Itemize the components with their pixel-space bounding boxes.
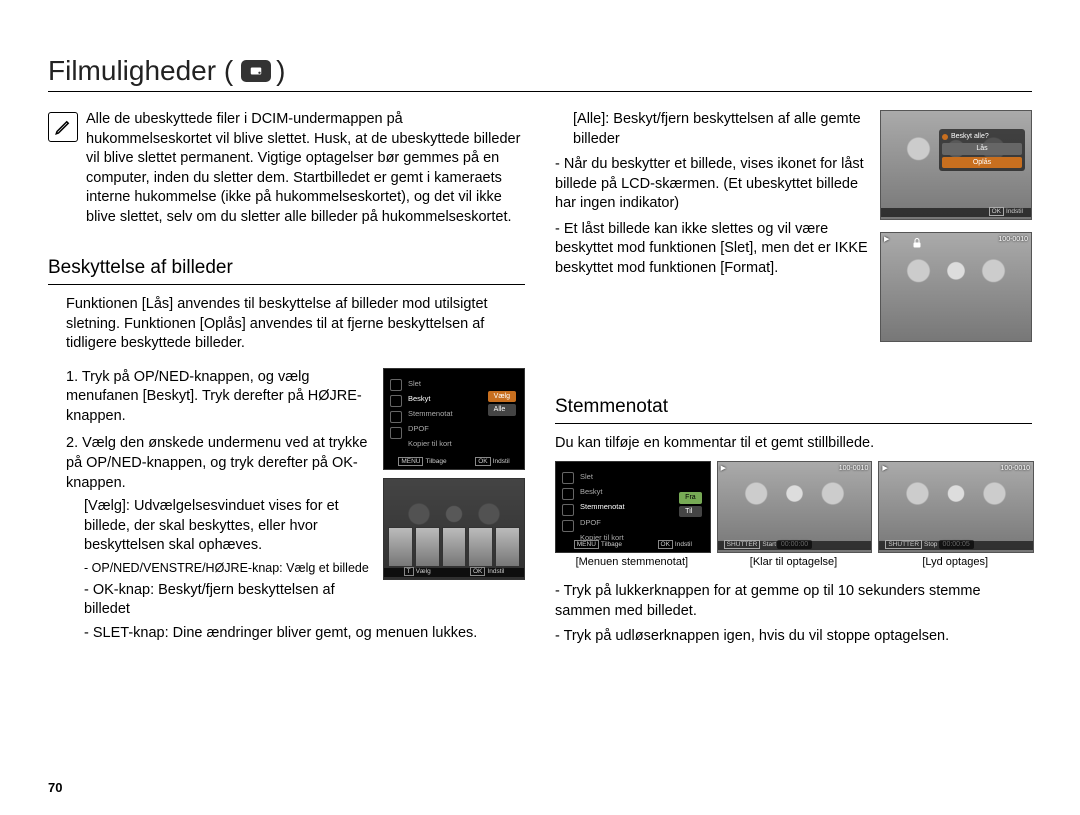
menu-option: Alle [488, 404, 516, 415]
menu-option: Fra [679, 492, 702, 503]
locked-photo-screenshot: ▶ 100-0010 [880, 232, 1032, 342]
photo-id: 100-0010 [839, 464, 869, 473]
section-protect-title: Beskyttelse af billeder [48, 255, 525, 285]
menu-item: Beskyt [580, 487, 625, 497]
footer-set: Indstil [493, 458, 510, 465]
dialog-title: Beskyt alle? [951, 132, 989, 141]
voice-intro: Du kan tilføje en kommentar til et gemt … [555, 434, 1032, 454]
footer-back: Tilbage [425, 458, 446, 465]
shutter-start: Start [762, 541, 776, 548]
caption: [Menuen stemmenotat] [555, 555, 709, 570]
note-icon [48, 112, 78, 142]
menu-item: DPOF [580, 518, 625, 528]
photo-id: 100-0010 [1000, 464, 1030, 473]
menu-item: Kopier til kort [408, 439, 453, 449]
shutter-stop: Stop [924, 541, 937, 548]
photo-id: 100-0010 [998, 235, 1028, 244]
caption: [Lyd optages] [878, 555, 1032, 570]
play-icon: ▶ [884, 235, 889, 244]
section-voice-title: Stemmenotat [555, 394, 1032, 424]
caption: [Klar til optagelse] [717, 555, 871, 570]
menu-option: Til [679, 506, 702, 517]
note-text: Alle de ubeskyttede filer i DCIM-underma… [86, 110, 525, 227]
footer-select: Vælg [416, 568, 431, 575]
protect-intro: Funktionen [Lås] anvendes til beskyttels… [48, 295, 525, 354]
footer-back: Tilbage [601, 541, 622, 548]
page-title: Filmuligheder ( [48, 55, 233, 87]
menu-item-active: Beskyt [408, 394, 453, 404]
film-options-icon [241, 60, 271, 82]
protect-all-dialog-screenshot: Beskyt alle? Lås Oplås OKIndstil [880, 110, 1032, 220]
menu-option: Vælg [488, 391, 516, 402]
voice-recording-screenshot: ▶100-0010 00:00:05 SHUTTERStop [878, 461, 1034, 553]
dialog-footer: Indstil [1006, 208, 1023, 215]
foot1: - Tryk på lukkerknappen for at gemme op … [555, 582, 1032, 621]
footer-set: Indstil [675, 541, 692, 548]
page-title-close: ) [276, 55, 285, 87]
page-number: 70 [48, 780, 62, 795]
foot2: - Tryk på udløserknappen igen, hvis du v… [555, 627, 1032, 647]
voice-menu-screenshot: Slet Beskyt Stemmenotat DPOF Kopier til … [555, 461, 711, 553]
slet-desc: - SLET-knap: Dine ændringer bliver gemt,… [48, 624, 525, 644]
menu-item: Stemmenotat [408, 409, 453, 419]
footer-set: Indstil [487, 568, 504, 575]
voice-ready-screenshot: ▶100-0010 00:00:00 SHUTTERStart [717, 461, 873, 553]
menu-item: DPOF [408, 424, 453, 434]
menu-item: Slet [408, 379, 453, 389]
lock-icon [911, 237, 923, 249]
page-title-row: Filmuligheder ( ) [48, 55, 1032, 92]
dialog-unlock: Oplås [942, 157, 1022, 168]
protect-thumbnails-screenshot: TVælg OKIndstil [383, 478, 525, 580]
menu-item-active: Stemmenotat [580, 502, 625, 512]
dialog-lock: Lås [942, 143, 1022, 154]
protect-menu-screenshot: Slet Beskyt Stemmenotat DPOF Kopier til … [383, 368, 525, 470]
menu-item: Slet [580, 472, 625, 482]
